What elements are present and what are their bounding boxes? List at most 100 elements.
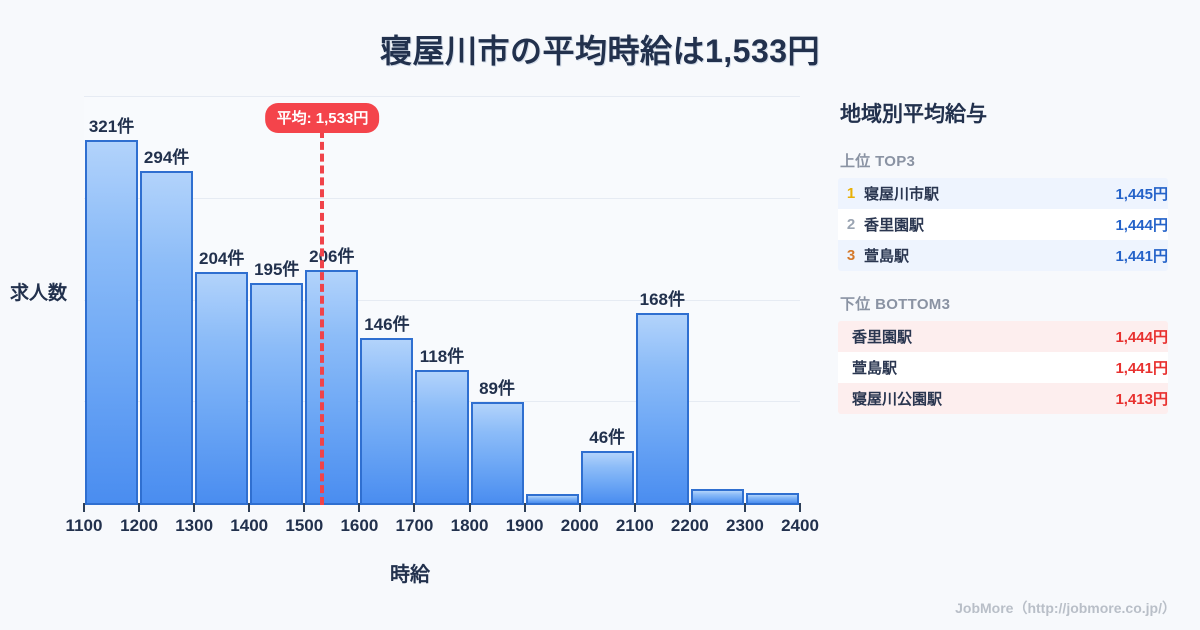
station-wage-value: 1,441円 <box>1115 248 1168 265</box>
station-wage-value: 1,444円 <box>1115 217 1168 234</box>
x-tick-label: 1100 <box>65 516 103 535</box>
bar-slot[interactable]: 195件 <box>250 260 304 503</box>
station-wage-value: 1,413円 <box>1115 391 1168 408</box>
bar-value-label: 204件 <box>198 249 245 269</box>
station-name: 萱島駅 <box>852 360 898 377</box>
station-name: 香里園駅 <box>864 217 925 234</box>
axis-tick <box>413 503 416 512</box>
bar-slot[interactable]: 168件 <box>635 290 689 503</box>
histogram-chart: 321件 294件 204件 195件 206件 146件 118件 89件 46件 168件 1… <box>0 90 820 590</box>
bar[interactable] <box>635 313 689 503</box>
axis-tick <box>193 503 196 512</box>
bar[interactable] <box>85 140 139 503</box>
bar[interactable] <box>195 272 249 503</box>
axis-tick <box>578 503 581 512</box>
axis-tick <box>358 503 361 512</box>
table-row[interactable]: 寝屋川公園駅 1,413円 <box>838 383 1168 414</box>
bar-value-label: 146件 <box>364 314 410 334</box>
station-name: 寝屋川市駅 <box>864 186 940 203</box>
bar-slot[interactable]: 206件 <box>305 247 359 503</box>
axis-tick <box>688 503 691 512</box>
table-row[interactable]: 2 香里園駅 1,444円 <box>838 209 1168 240</box>
station-wage-value: 1,444円 <box>1115 329 1168 346</box>
x-tick-label: 1800 <box>450 516 489 535</box>
bottom3-heading: 下位 BOTTOM3 <box>840 296 951 313</box>
axis-tick <box>523 503 526 512</box>
bar-slot[interactable]: 118件 <box>415 347 469 503</box>
axis-tick <box>633 503 636 512</box>
x-tick-label: 1700 <box>395 516 434 535</box>
axis-tick <box>799 503 801 512</box>
bar-value-label: 118件 <box>419 346 465 366</box>
x-tick-label: 1200 <box>120 516 158 535</box>
table-row[interactable]: 萱島駅 1,441円 <box>838 352 1168 383</box>
station-name: 萱島駅 <box>864 248 910 265</box>
regional-average-panel: 地域別平均給与 上位 TOP3 1 寝屋川市駅 1,445円 2 香里園駅 1,444円 3… <box>838 98 1168 436</box>
bottom3-table: 香里園駅 1,444円萱島駅 1,441円寝屋川公園駅 1,413円 <box>838 321 1168 414</box>
y-axis-title: 求人数 <box>10 283 68 304</box>
bar[interactable] <box>745 492 799 503</box>
axis-tick <box>83 503 85 512</box>
footer-credit: JobMore（http://jobmore.co.jp/） <box>955 600 1176 616</box>
x-tick-label: 1600 <box>340 516 379 535</box>
bar-value-label: 206件 <box>309 247 355 267</box>
station-name: 香里園駅 <box>852 329 913 346</box>
gridline <box>84 299 800 301</box>
axis-tick <box>743 503 746 512</box>
axis-tick <box>248 503 251 512</box>
bar-value-label: 195件 <box>254 259 300 279</box>
bar-value-label: 168件 <box>639 290 685 310</box>
bar[interactable] <box>525 493 579 503</box>
x-tick-label: 2200 <box>670 516 709 535</box>
x-tick-label: 2300 <box>726 516 764 535</box>
bar[interactable] <box>415 369 469 503</box>
bar-slot[interactable]: 46件 <box>580 428 634 503</box>
x-tick-label: 1900 <box>505 516 544 535</box>
top3-table: 1 寝屋川市駅 1,445円 2 香里園駅 1,444円 3 萱島駅 1,441円 <box>838 178 1168 271</box>
x-tick-label: 2400 <box>781 516 819 535</box>
table-row[interactable]: 1 寝屋川市駅 1,445円 <box>838 178 1168 209</box>
average-line <box>320 130 325 505</box>
bar-value-label: 321件 <box>88 117 135 137</box>
bar[interactable] <box>140 170 194 503</box>
bar-slot[interactable] <box>690 489 744 503</box>
rank-number: 2 <box>846 216 856 233</box>
x-axis-line <box>84 503 800 505</box>
bar[interactable] <box>690 489 744 503</box>
axis-tick <box>468 503 471 512</box>
table-row[interactable]: 3 萱島駅 1,441円 <box>838 240 1168 271</box>
bar-value-label: 89件 <box>479 379 516 399</box>
bar[interactable] <box>470 402 524 503</box>
page-title: 寝屋川市の平均時給は1,533円 <box>379 33 821 69</box>
station-wage-value: 1,445円 <box>1115 186 1168 203</box>
gridline <box>84 96 800 97</box>
bar-slot[interactable]: 204件 <box>195 249 249 503</box>
bar-series: 321件 294件 204件 195件 206件 146件 118件 89件 46件 168件 <box>84 96 800 503</box>
bar-slot[interactable]: 321件 <box>85 117 139 503</box>
x-tick-label: 1300 <box>175 516 214 535</box>
station-name: 寝屋川公園駅 <box>852 391 943 408</box>
bar-slot[interactable] <box>745 492 799 503</box>
x-tick-label: 2100 <box>615 516 654 535</box>
bar-slot[interactable] <box>525 493 579 503</box>
bar-slot[interactable]: 294件 <box>140 148 194 503</box>
table-row[interactable]: 香里園駅 1,444円 <box>838 321 1168 352</box>
panel-title: 地域別平均給与 <box>840 103 987 126</box>
rank-number: 3 <box>846 247 856 264</box>
gridline <box>84 197 800 199</box>
bar[interactable] <box>360 337 414 503</box>
x-tick-label: 1400 <box>230 516 269 535</box>
bar[interactable] <box>250 282 304 503</box>
axis-tick <box>303 503 306 512</box>
average-badge: 平均: 1,533円 <box>265 103 380 133</box>
station-wage-value: 1,441円 <box>1115 360 1168 377</box>
x-tick-label: 1500 <box>285 516 324 535</box>
top3-heading: 上位 TOP3 <box>840 153 916 170</box>
bar-slot[interactable]: 146件 <box>360 315 414 503</box>
bar[interactable] <box>305 270 359 503</box>
x-axis-title: 時給 <box>390 564 430 586</box>
x-tick-label: 2000 <box>560 516 599 535</box>
bar[interactable] <box>580 451 634 503</box>
bar-slot[interactable]: 89件 <box>470 379 524 503</box>
axis-tick <box>138 503 141 512</box>
